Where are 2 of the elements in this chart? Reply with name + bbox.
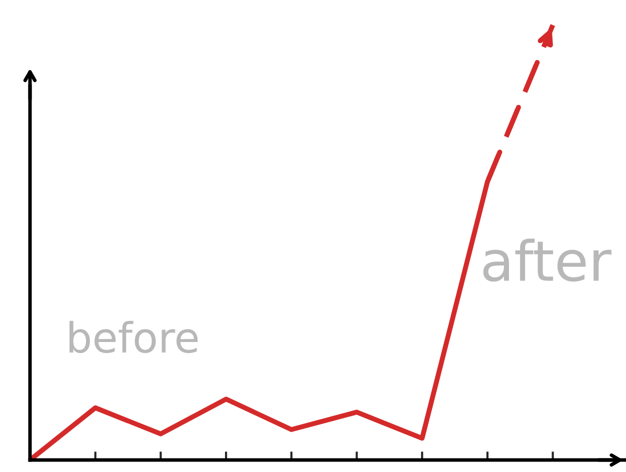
annotation: before [70, 320, 198, 354]
annotation: after [483, 238, 612, 282]
